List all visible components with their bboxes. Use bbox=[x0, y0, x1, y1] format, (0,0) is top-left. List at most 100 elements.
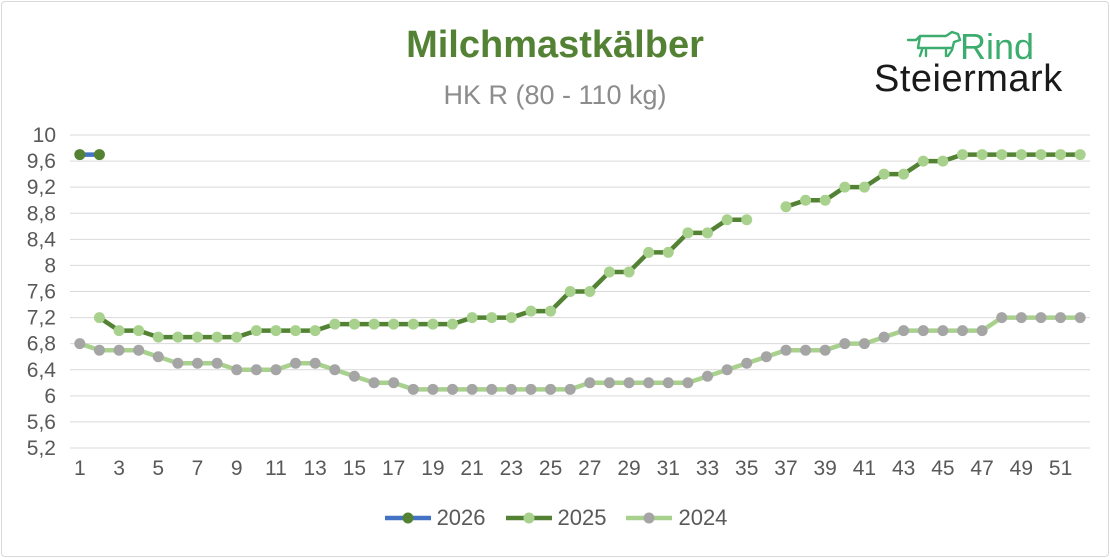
data-point-2024 bbox=[800, 344, 812, 356]
legend-label: 2024 bbox=[678, 505, 728, 530]
data-point-2025 bbox=[388, 318, 400, 330]
x-tick-label: 5 bbox=[152, 457, 164, 480]
data-point-2024 bbox=[898, 325, 910, 337]
x-tick-label: 15 bbox=[343, 457, 366, 480]
series-line-2025 bbox=[97, 217, 749, 340]
x-tick-label: 1 bbox=[74, 457, 86, 480]
data-point-2024 bbox=[858, 338, 870, 350]
data-point-2025 bbox=[329, 318, 341, 330]
data-point-2024 bbox=[839, 338, 851, 350]
data-point-2026 bbox=[74, 149, 86, 161]
data-point-2025 bbox=[741, 214, 753, 226]
data-point-2024 bbox=[682, 377, 694, 389]
data-point-2024 bbox=[976, 325, 988, 337]
data-point-2024 bbox=[172, 357, 184, 369]
x-tick-label: 29 bbox=[617, 457, 640, 480]
x-tick-label: 25 bbox=[539, 457, 562, 480]
legend-item-2024: 2024 bbox=[624, 505, 727, 531]
y-tick-label: 5,6 bbox=[27, 411, 56, 434]
data-point-2025 bbox=[93, 312, 105, 324]
x-tick-label: 39 bbox=[814, 457, 837, 480]
data-point-2024 bbox=[760, 351, 772, 363]
data-point-2024 bbox=[74, 338, 86, 350]
data-point-2025 bbox=[427, 318, 439, 330]
data-point-2025 bbox=[858, 181, 870, 193]
y-tick-label: 6 bbox=[44, 385, 56, 408]
series-line-2025 bbox=[783, 152, 1083, 209]
data-point-2024 bbox=[780, 344, 792, 356]
data-point-2025 bbox=[133, 325, 145, 337]
data-point-2025 bbox=[662, 246, 674, 258]
data-point-2025 bbox=[878, 168, 890, 180]
data-point-2024 bbox=[133, 344, 145, 356]
legend-swatch-2024 bbox=[626, 512, 673, 524]
data-point-2024 bbox=[996, 312, 1008, 324]
data-point-2024 bbox=[584, 377, 596, 389]
data-point-2026 bbox=[93, 149, 105, 161]
x-tick-label: 49 bbox=[1010, 457, 1033, 480]
x-tick-label: 41 bbox=[853, 457, 876, 480]
data-point-2024 bbox=[329, 364, 341, 376]
logo-text-rind: Rind bbox=[960, 26, 1035, 67]
y-tick-label: 6,8 bbox=[27, 333, 56, 356]
data-point-2025 bbox=[957, 149, 968, 161]
data-point-2025 bbox=[623, 266, 635, 278]
legend-marker bbox=[402, 512, 414, 524]
legend-item-2026: 2026 bbox=[383, 505, 486, 531]
y-tick-label: 9,2 bbox=[27, 176, 56, 199]
data-point-2025 bbox=[1074, 149, 1086, 161]
x-tick-label: 35 bbox=[735, 457, 758, 480]
data-point-2025 bbox=[996, 149, 1008, 161]
data-point-2025 bbox=[721, 214, 733, 226]
chart-subtitle: HK R (80 - 110 kg) bbox=[443, 80, 667, 110]
data-point-2025 bbox=[486, 312, 498, 324]
data-point-2024 bbox=[231, 364, 243, 376]
x-tick-label: 3 bbox=[113, 457, 125, 480]
data-point-2024 bbox=[603, 377, 615, 389]
data-point-2025 bbox=[505, 312, 517, 324]
data-point-2024 bbox=[819, 344, 831, 356]
x-tick-label: 21 bbox=[460, 457, 483, 480]
data-point-2024 bbox=[643, 377, 655, 389]
data-point-2024 bbox=[466, 383, 478, 395]
data-point-2024 bbox=[447, 383, 458, 395]
x-tick-label: 51 bbox=[1049, 457, 1072, 480]
data-point-2025 bbox=[898, 168, 910, 180]
data-point-2024 bbox=[741, 357, 753, 369]
data-point-2024 bbox=[368, 377, 380, 389]
logo: Rind Steiermark bbox=[872, 24, 1062, 104]
x-tick-label: 27 bbox=[578, 457, 601, 480]
data-point-2025 bbox=[192, 331, 203, 343]
data-point-2025 bbox=[348, 318, 360, 330]
legend-marker bbox=[643, 512, 655, 524]
data-point-2025 bbox=[564, 286, 576, 297]
y-tick-label: 8,4 bbox=[27, 228, 57, 251]
legend-swatch-2026 bbox=[384, 512, 431, 524]
data-point-2024 bbox=[309, 357, 321, 369]
y-tick-label: 8,8 bbox=[27, 202, 56, 225]
data-point-2025 bbox=[682, 227, 694, 239]
x-tick-label: 47 bbox=[970, 457, 993, 480]
data-point-2025 bbox=[447, 318, 458, 330]
data-point-2024 bbox=[113, 344, 125, 356]
data-point-2024 bbox=[348, 370, 360, 382]
data-point-2024 bbox=[93, 344, 105, 356]
data-point-2024 bbox=[564, 383, 576, 395]
y-tick-label: 7,2 bbox=[27, 307, 56, 330]
data-point-2025 bbox=[407, 318, 419, 330]
data-point-2025 bbox=[211, 331, 223, 343]
data-point-2024 bbox=[525, 383, 537, 395]
legend-marker bbox=[523, 512, 535, 524]
data-point-2025 bbox=[643, 246, 655, 258]
data-point-2025 bbox=[231, 331, 243, 343]
data-point-2025 bbox=[917, 155, 929, 167]
data-point-2025 bbox=[152, 331, 164, 343]
y-tick-label: 9,6 bbox=[27, 150, 56, 173]
x-tick-label: 13 bbox=[304, 457, 327, 480]
data-point-2025 bbox=[172, 331, 184, 343]
data-point-2024 bbox=[937, 325, 949, 337]
data-point-2024 bbox=[486, 383, 498, 395]
data-point-2025 bbox=[545, 305, 557, 317]
data-point-2025 bbox=[780, 201, 792, 213]
x-tick-label: 31 bbox=[657, 457, 680, 480]
